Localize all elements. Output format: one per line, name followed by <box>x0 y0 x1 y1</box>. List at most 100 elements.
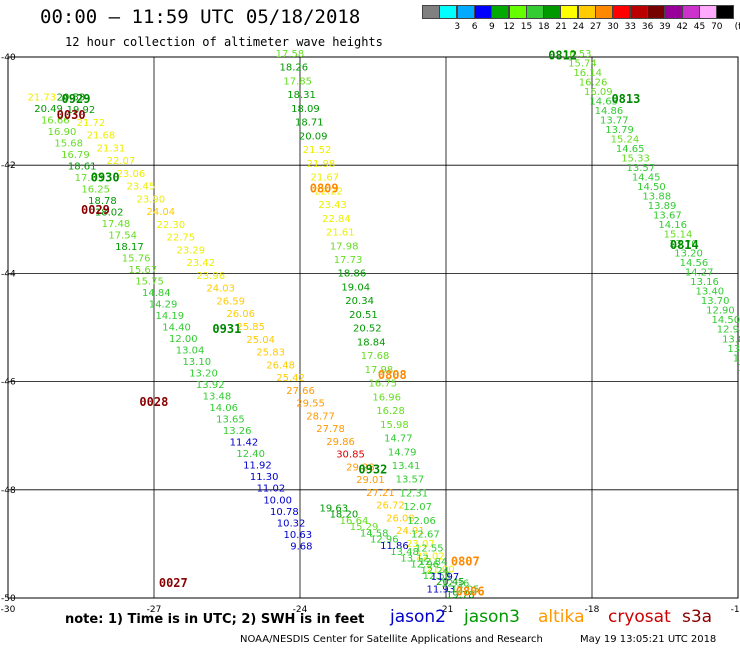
wave-height-value: 22.84 <box>322 214 351 225</box>
wave-height-value: 11.42 <box>230 438 259 449</box>
y-tick-label: -50 <box>1 594 16 604</box>
wave-height-value: 17.98 <box>365 365 394 376</box>
wave-height-value: 14.56 <box>680 258 709 269</box>
wave-height-value: 11.86 <box>380 541 409 552</box>
wave-height-value: 15.74 <box>568 59 597 70</box>
wave-height-value: 18.02 <box>95 207 124 218</box>
wave-height-value: 16.53 <box>563 49 592 60</box>
wave-height-value: 10.63 <box>284 530 313 541</box>
pass-time-label: 0809 <box>310 181 339 195</box>
pass-time-label: 0027 <box>159 576 188 590</box>
pass-time-label: 0029 <box>81 203 110 217</box>
wave-height-value: 14.58 <box>360 528 389 539</box>
wave-height-value: 13.70 <box>701 296 730 307</box>
wave-height-value: 16.75 <box>369 379 398 390</box>
wave-height-value: 14.65 <box>616 144 645 155</box>
wave-height-value: 22.07 <box>107 156 136 167</box>
legend-label: 70 <box>711 22 723 32</box>
wave-height-value: 22.30 <box>156 220 185 231</box>
wave-height-value: 14.45 <box>632 173 661 184</box>
wave-height-value: 23.43 <box>318 200 347 211</box>
wave-height-value: 13.70 <box>669 239 698 250</box>
wave-height-value: 25.42 <box>276 373 305 384</box>
wave-height-value: 21.67 <box>310 173 339 184</box>
legend-label: 18 <box>538 22 550 32</box>
wave-height-value: 14.50 <box>711 315 740 326</box>
wave-height-value: 11.92 <box>243 461 272 472</box>
wave-height-value: 15.14 <box>664 230 693 241</box>
y-tick-label: -40 <box>1 53 16 63</box>
wave-height-value: 20.51 <box>349 310 378 321</box>
wave-height-value: 13.89 <box>648 201 677 212</box>
wave-height-value: 10.32 <box>277 518 306 529</box>
x-tick-label: -15 <box>731 605 740 615</box>
wave-height-value: 25.83 <box>256 348 285 359</box>
wave-height-value: 14.19 <box>155 311 184 322</box>
wave-height-value: 13.47 <box>733 353 740 364</box>
wave-height-value: 24.91 <box>396 526 425 537</box>
wave-height-value: 16.90 <box>48 127 77 138</box>
wave-height-value: 13.20 <box>674 249 703 260</box>
wave-height-value: 23.29 <box>176 245 205 256</box>
wave-height-value: 12.54 <box>423 571 452 582</box>
pass-time-label: 0813 <box>611 92 640 106</box>
wave-height-value: 14.65 <box>589 97 618 108</box>
wave-height-value: 14.27 <box>685 268 714 279</box>
wave-height-value: 13.57 <box>627 163 656 174</box>
wave-height-value: 23.07 <box>406 539 435 550</box>
satellite-s3a: s3a <box>682 607 713 627</box>
wave-height-value: 12.06 <box>407 516 436 527</box>
wave-height-value: 15.29 <box>350 522 379 533</box>
wave-height-value: 23.06 <box>117 169 146 180</box>
legend-label: 27 <box>589 22 602 32</box>
wave-height-value: 14.29 <box>149 300 178 311</box>
wave-height-value: 27.21 <box>366 488 395 499</box>
wave-height-value: 13.77 <box>600 116 629 127</box>
wave-height-value: 30.85 <box>336 450 365 461</box>
wave-height-value: 26.48 <box>266 360 295 371</box>
wave-height-value: 13.48 <box>390 547 419 558</box>
wave-height-value: 13.04 <box>176 346 205 357</box>
wave-height-value: 21.61 <box>326 228 355 239</box>
wave-height-value: 16.96 <box>372 392 401 403</box>
satellite-altika: altika <box>538 607 585 627</box>
wave-height-value: 22.22 <box>314 186 343 197</box>
wave-height-value: 13.24 <box>727 344 740 355</box>
wave-height-value: 10.00 <box>263 495 292 506</box>
wave-height-value: 29.55 <box>296 399 325 410</box>
wave-height-value: 20.49 <box>34 104 63 115</box>
y-tick-label: -48 <box>1 486 16 496</box>
wave-height-value: 14.40 <box>162 323 191 334</box>
legend-label: 9 <box>489 22 495 32</box>
pass-time-label: 0812 <box>548 49 577 63</box>
wave-height-value: 18.84 <box>357 337 386 348</box>
wave-height-value: 23.42 <box>186 258 215 269</box>
wave-height-value: 14.86 <box>595 106 624 117</box>
wave-height-value: 21.31 <box>97 143 126 154</box>
wave-height-value: 13.06 <box>738 363 740 374</box>
wave-height-value: 16.28 <box>376 406 405 417</box>
wave-height-value: 18.20 <box>330 510 359 521</box>
wave-height-value: 21.73 <box>27 92 56 103</box>
wave-height-value: 13.40 <box>696 287 725 298</box>
legend-label: 36 <box>641 22 654 32</box>
wave-height-value: 26.72 <box>376 501 405 512</box>
wave-height-value: 14.77 <box>384 434 413 445</box>
wave-height-value: 12.31 <box>399 488 428 499</box>
wave-height-value: 16.66 <box>41 115 70 126</box>
wave-height-value: 11.93 <box>427 585 456 596</box>
wave-height-value: 19.63 <box>319 503 348 514</box>
x-tick-label: -27 <box>147 605 162 615</box>
wave-height-value: 15.76 <box>122 253 151 264</box>
wave-height-value: 21.68 <box>87 131 116 142</box>
credit-line: NOAA/NESDIS Center for Satellite Applica… <box>240 634 543 645</box>
x-tick-label: -18 <box>585 605 600 615</box>
pass-time-label: 0808 <box>378 368 407 382</box>
wave-height-value: 14.06 <box>209 403 238 414</box>
wave-height-value: 22.75 <box>166 233 195 244</box>
wave-height-value: 29.28 <box>346 462 375 473</box>
wave-height-value: 16.14 <box>573 68 602 79</box>
satellite-cryosat: cryosat <box>608 607 671 627</box>
wave-height-value: 13.88 <box>642 192 671 203</box>
